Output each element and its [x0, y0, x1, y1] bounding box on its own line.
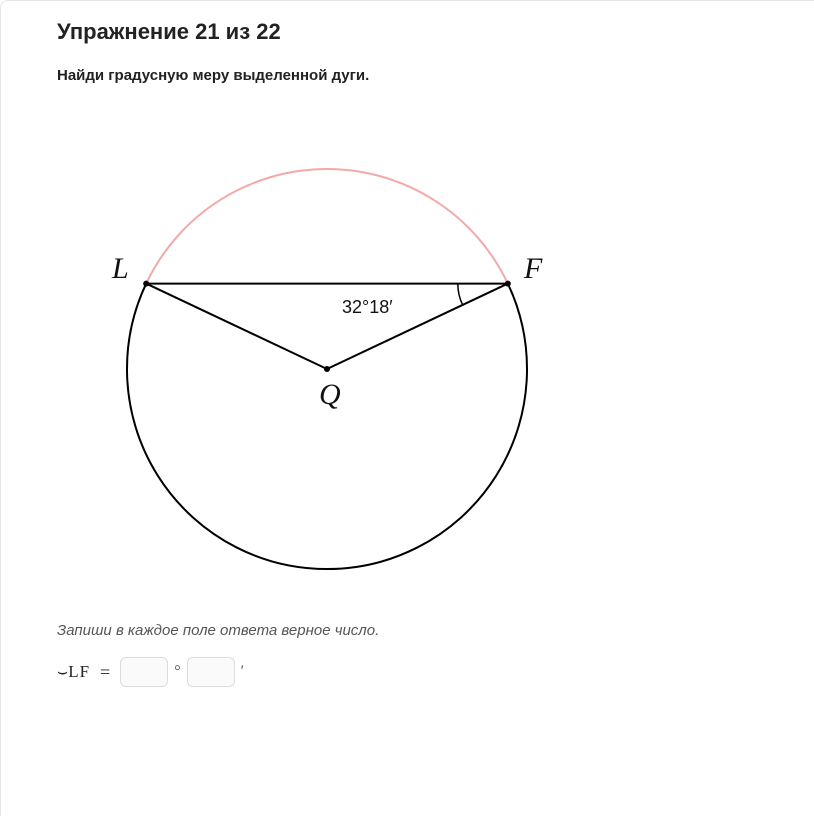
angle-label: 32°18′	[342, 297, 393, 317]
point-L-dot	[143, 281, 149, 287]
minute-unit: ′	[241, 663, 245, 681]
degree-unit: °	[174, 663, 180, 681]
arc-minor-highlight	[146, 169, 508, 284]
minutes-input[interactable]	[187, 657, 235, 687]
geometry-diagram: L F Q 32°18′	[57, 114, 597, 594]
point-Q-dot	[324, 366, 330, 372]
arc-prefix: ⌣	[57, 662, 68, 682]
answer-row: ⌣LF = ° ′	[57, 657, 814, 687]
degrees-input[interactable]	[120, 657, 168, 687]
arc-major-black	[127, 284, 527, 569]
exercise-page: Упражнение 21 из 22 Найди градусную меру…	[0, 0, 814, 816]
label-F: F	[523, 252, 543, 285]
arc-symbol: ⌣LF	[57, 662, 90, 682]
point-F-dot	[505, 281, 511, 287]
label-Q: Q	[319, 378, 341, 411]
angle-marker-arc	[458, 284, 463, 305]
label-L: L	[111, 252, 129, 285]
arc-text: LF	[68, 662, 90, 682]
equals-sign: =	[100, 662, 110, 683]
exercise-title: Упражнение 21 из 22	[57, 19, 814, 45]
radius-QL	[146, 284, 327, 369]
answer-instruction: Запиши в каждое поле ответа верное число…	[57, 622, 814, 639]
exercise-prompt: Найди градусную меру выделенной дуги.	[57, 67, 814, 84]
